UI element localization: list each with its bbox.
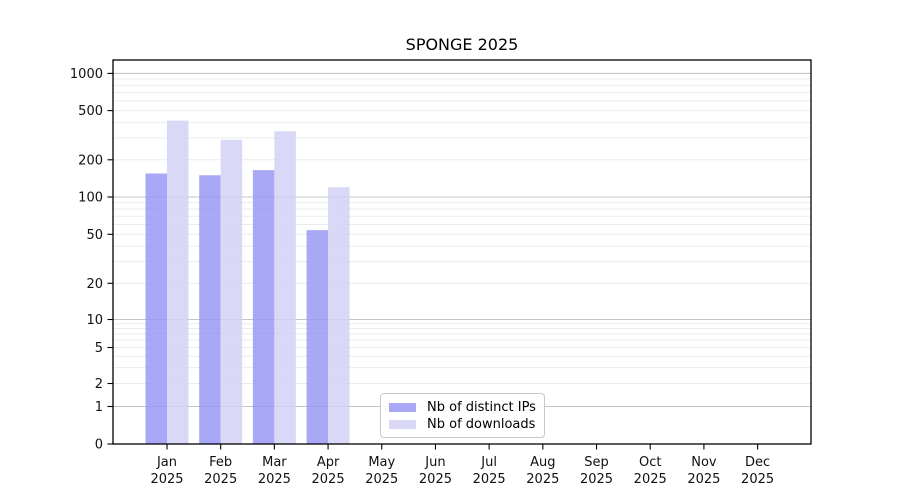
legend-item-downloads: Nb of downloads [389,418,544,431]
bar-distinct-ips [199,175,221,445]
x-tick-label-month: Jan [156,455,177,470]
x-tick-label-year: 2025 [473,472,506,487]
bar-downloads [166,120,189,444]
y-tick-label: 2 [95,377,103,392]
chart-title: SPONGE 2025 [405,35,519,54]
x-tick-label-year: 2025 [312,472,345,487]
x-tick-label-month: Sep [584,455,609,470]
bar-distinct-ips [145,173,167,445]
x-tick-label-month: Jul [480,455,497,470]
y-tick-label: 5 [95,341,103,356]
x-tick-label-year: 2025 [204,472,237,487]
bar-downloads [220,139,243,444]
y-tick-label: 10 [86,313,103,328]
bar-downloads [328,187,350,444]
y-tick-label: 20 [86,277,103,292]
x-tick-label-year: 2025 [634,472,667,487]
bar-distinct-ips [306,230,329,444]
x-tick-label-year: 2025 [741,472,774,487]
x-tick-label-year: 2025 [687,472,720,487]
x-tick-label-month: Nov [691,455,717,470]
x-tick-label-month: Dec [745,455,770,470]
legend: Nb of distinct IPs Nb of downloads [380,393,545,438]
x-tick-label-year: 2025 [150,472,183,487]
legend-label-distinct-ips: Nb of distinct IPs [427,399,536,415]
bar-downloads [274,131,296,444]
x-tick-label-month: Feb [209,455,232,470]
y-tick-label: 100 [78,191,103,206]
x-tick-label-month: Apr [317,455,340,470]
x-tick-label-year: 2025 [365,472,398,487]
x-tick-label-month: May [368,455,395,470]
y-tick-label: 1000 [70,67,103,82]
bar-distinct-ips [252,170,275,444]
y-tick-label: 1 [95,400,103,415]
x-tick-label-month: Jun [424,455,445,470]
legend-swatch-distinct-ips-icon [389,402,416,412]
x-tick-label-year: 2025 [526,472,559,487]
legend-swatch-downloads-icon [389,419,416,429]
y-tick-label: 0 [95,438,103,453]
x-tick-label-year: 2025 [419,472,452,487]
x-tick-label-year: 2025 [258,472,291,487]
legend-item-distinct-ips: Nb of distinct IPs [389,401,544,414]
x-tick-label-month: Oct [639,455,661,470]
y-tick-label: 500 [78,104,103,119]
x-tick-label-month: Mar [262,455,287,470]
plot-frame [112,59,812,445]
x-tick-label-year: 2025 [580,472,613,487]
x-tick-label-month: Aug [530,455,555,470]
y-tick-label: 50 [86,228,103,243]
legend-label-downloads: Nb of downloads [427,416,536,432]
y-tick-label: 200 [78,153,103,168]
